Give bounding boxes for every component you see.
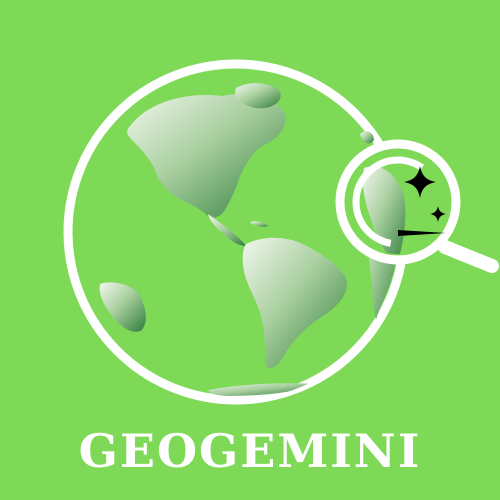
sparkle-small (430, 206, 446, 222)
sparkle-icon (398, 166, 446, 236)
sparkle-large (404, 166, 436, 198)
south-america (242, 237, 347, 369)
brand-title: GEOGEMINI (78, 424, 422, 478)
antarctica (208, 383, 318, 396)
handle (438, 240, 499, 273)
greenland (235, 83, 281, 109)
lens-africa (362, 166, 406, 254)
pacific-islands (99, 282, 146, 332)
europe-tip (360, 131, 374, 144)
north-america (127, 93, 286, 218)
magnifying-glass-icon (335, 139, 499, 273)
central-america (208, 214, 246, 246)
caribbean (250, 221, 268, 227)
sparkle-line (398, 230, 446, 236)
